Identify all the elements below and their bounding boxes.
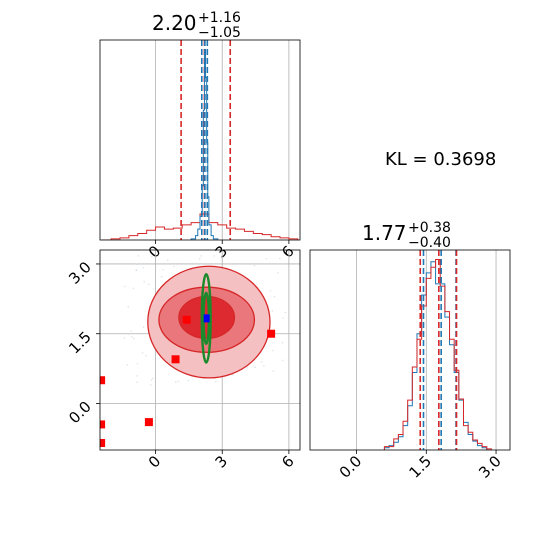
bottom-left-sample-point: [263, 365, 265, 367]
bottom-left-sample-point: [136, 362, 139, 365]
bottom-right-xtick-label-1: 1.5: [406, 452, 436, 482]
bottom-left-sample-point: [128, 333, 130, 336]
bottom-left-sample-point: [160, 275, 163, 278]
bottom-left-sample-point: [271, 349, 274, 352]
bottom-left-sample-point: [151, 377, 154, 380]
top-left-frame: [99, 39, 301, 241]
bottom-left-frame: [99, 249, 301, 451]
bottom-right-xtick-label-0: 0.0: [336, 452, 366, 482]
bottom-left-blue-point: [203, 314, 210, 323]
bottom-left-sample-point: [282, 317, 285, 319]
bottom-left-sample-point: [123, 337, 126, 339]
bottom-left-sample-point: [254, 366, 256, 368]
bottom-left-sample-point: [260, 360, 263, 363]
bottom-left-sample-point: [126, 363, 129, 366]
top-left-xtick-label-2: 6: [278, 242, 297, 261]
top-left-hist-series-0: [102, 213, 299, 240]
bottom-right-plot-area: [383, 250, 492, 450]
bottom-right-title-plus: +0.38: [408, 220, 451, 236]
bottom-left-red-square-6: [100, 439, 106, 448]
bottom-left-sample-point: [145, 354, 147, 357]
top-left-title-plus: +1.16: [198, 10, 241, 26]
bottom-right-title-minus: −0.40: [408, 235, 451, 251]
bottom-left-xtick-label-0: 0: [145, 452, 164, 471]
top-left-xtick-label-1: 3: [212, 242, 231, 261]
bottom-left-sample-point: [200, 255, 202, 257]
bottom-left-sample-point: [150, 379, 153, 381]
top-left-title-value: 2.20: [152, 11, 197, 35]
bottom-left-xtick-label-2: 6: [278, 452, 297, 471]
bottom-right-hist-series-1: [383, 259, 492, 450]
bottom-left-sample-point: [123, 285, 126, 288]
bottom-left-sample-point: [178, 262, 181, 265]
bottom-right-xtick-label-2: 3.0: [475, 452, 505, 482]
bottom-left-sample-point: [148, 283, 150, 286]
bottom-left-sample-point: [271, 310, 274, 312]
bottom-left-sample-point: [166, 259, 169, 262]
bottom-left-sample-point: [253, 264, 256, 267]
bottom-left-xtick-label-1: 3: [212, 452, 231, 471]
bottom-left-ytick-label-2: 3.0: [65, 258, 95, 288]
bottom-left-sample-point: [131, 336, 133, 338]
bottom-left-sample-point: [232, 374, 234, 376]
bottom-left-sample-point: [141, 352, 144, 354]
bottom-left-sample-point: [149, 383, 152, 386]
bottom-left-red-square-3: [144, 418, 153, 427]
bottom-left-sample-point: [142, 326, 145, 328]
bottom-left-sample-point: [198, 258, 201, 260]
bottom-left-plot-area: [100, 255, 287, 448]
bottom-left-sample-point: [143, 280, 145, 283]
bottom-left-sample-point: [127, 305, 130, 308]
top-left-plot-area: [102, 40, 299, 240]
kl-label: KL = 0.3698: [385, 149, 496, 170]
bottom-left-sample-point: [246, 366, 248, 369]
top-left-xtick-label-0: 0: [145, 242, 164, 261]
bottom-left-sample-point: [162, 268, 164, 271]
bottom-right-title-value: 1.77: [362, 221, 407, 245]
bottom-left-sample-point: [269, 290, 272, 292]
bottom-left-sample-point: [281, 341, 284, 344]
bottom-left-green-contour-0: [200, 272, 212, 364]
bottom-left-sample-point: [177, 380, 180, 383]
bottom-left-sample-point: [130, 330, 133, 332]
bottom-left-sample-point: [279, 257, 281, 260]
bottom-left-red-square-1: [171, 355, 180, 364]
bottom-left-sample-point: [265, 257, 268, 260]
bottom-left-sample-point: [277, 272, 279, 274]
bottom-left-sample-point: [150, 255, 153, 258]
bottom-left-red-square-5: [100, 420, 106, 429]
bottom-left-sample-point: [133, 337, 135, 340]
bottom-left-ytick-label-1: 1.5: [65, 328, 95, 358]
bottom-left-sample-point: [173, 265, 176, 268]
bottom-left-sample-point: [281, 359, 284, 362]
bottom-left-sample-point: [272, 370, 275, 373]
bottom-left-red-square-2: [267, 329, 276, 338]
bottom-left-sample-point: [187, 379, 190, 382]
bottom-left-sample-point: [142, 267, 145, 269]
bottom-left-sample-point: [214, 380, 217, 383]
bottom-left-sample-point: [136, 381, 138, 383]
bottom-left-sample-point: [136, 375, 138, 377]
bottom-left-sample-point: [213, 255, 215, 257]
bottom-left-sample-point: [175, 381, 177, 383]
bottom-left-red-square-0: [182, 315, 191, 324]
bottom-left-sample-point: [137, 255, 140, 257]
bottom-right-hist-series-0: [383, 261, 488, 450]
bottom-left-ytick-label-0: 0.0: [65, 398, 95, 428]
bottom-left-sample-point: [284, 311, 287, 314]
bottom-left-sample-point: [273, 295, 276, 298]
bottom-left-red-square-4: [100, 376, 106, 385]
bottom-left-sample-point: [135, 263, 138, 266]
top-left-title-minus: −1.05: [198, 25, 241, 41]
bottom-right-frame: [309, 249, 511, 451]
bottom-left-sample-point: [135, 269, 137, 271]
bottom-left-sample-point: [132, 287, 135, 290]
